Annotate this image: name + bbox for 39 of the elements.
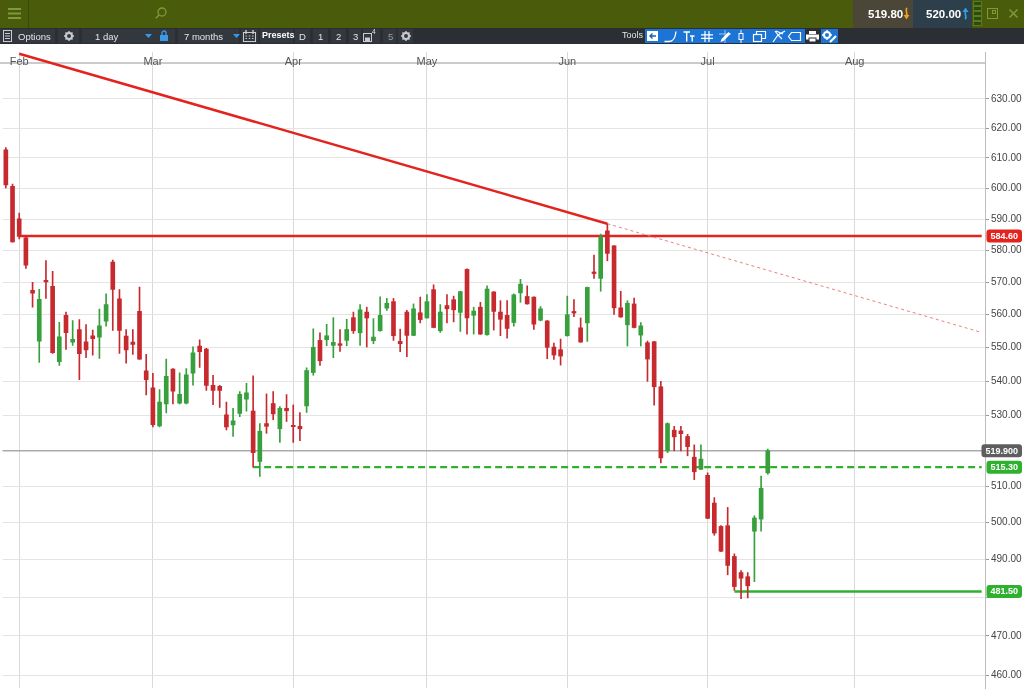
y-tick-label: 610.00	[991, 151, 1023, 163]
x-tick-label: Jul	[700, 54, 715, 67]
y-tick-label: 510.00	[991, 479, 1023, 491]
data-label: 584.60	[990, 230, 1018, 241]
x-tick-label: May	[416, 54, 438, 67]
text: 3	[353, 30, 359, 42]
text: 520.00	[926, 7, 962, 20]
data-label: 515.30	[990, 462, 1018, 473]
text: 1 day	[95, 30, 119, 42]
text: Presets	[262, 30, 295, 40]
text: 1	[318, 30, 324, 42]
text: Tools	[622, 30, 644, 40]
x-tick-label: Aug	[844, 54, 865, 67]
y-tick-label: 590.00	[991, 212, 1023, 224]
y-tick-label: 470.00	[991, 629, 1023, 641]
x-tick-label: Mar	[143, 54, 163, 67]
x-tick-label: Jun	[558, 54, 577, 67]
x-tick-label: Feb	[9, 54, 29, 67]
x-tick-label: Apr	[284, 54, 303, 67]
data-label: 481.50	[990, 586, 1018, 597]
text: 5	[388, 30, 394, 42]
text: 7 months	[184, 30, 224, 42]
y-tick-label: 530.00	[991, 409, 1023, 421]
text: 2	[336, 30, 342, 42]
y-tick-label: 570.00	[991, 275, 1023, 287]
text: Options	[18, 30, 51, 42]
text: D	[299, 30, 306, 42]
ref-line-label: 519.900	[985, 445, 1019, 456]
y-tick-label: 490.00	[991, 553, 1023, 565]
y-tick-label: 620.00	[991, 121, 1023, 133]
text: 519.80	[868, 7, 904, 20]
y-tick-label: 500.00	[991, 516, 1023, 528]
y-tick-label: 540.00	[991, 375, 1023, 387]
y-tick-label: 600.00	[991, 181, 1023, 193]
y-tick-label: 580.00	[991, 244, 1023, 256]
y-tick-label: 550.00	[991, 341, 1023, 353]
y-tick-label: 460.00	[991, 668, 1023, 680]
y-tick-label: 560.00	[991, 308, 1023, 320]
y-tick-label: 630.00	[991, 92, 1023, 104]
